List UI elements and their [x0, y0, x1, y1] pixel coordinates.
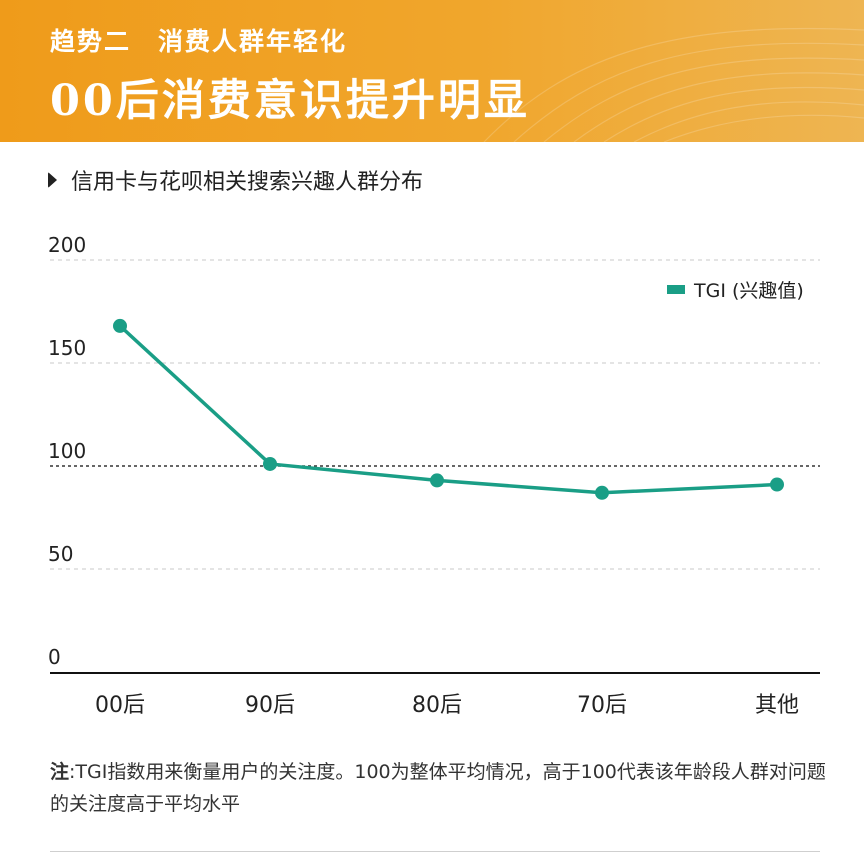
y-tick-label: 50 — [48, 542, 73, 566]
y-tick-label: 200 — [48, 233, 86, 257]
y-tick-label: 100 — [48, 439, 86, 463]
x-tick-label: 00后 — [95, 693, 145, 718]
footnote: 注:TGI指数用来衡量用户的关注度。100为整体平均情况，高于100代表该年龄段… — [50, 756, 830, 820]
banner-subtitle: 趋势二 消费人群年轻化 — [50, 27, 348, 56]
y-axis-ticks: 0 50 100 150 200 — [48, 233, 86, 669]
x-tick-label: 90后 — [245, 693, 295, 718]
y-tick-label: 150 — [48, 336, 86, 360]
chart-grid — [50, 259, 820, 570]
y-tick-label: 0 — [48, 645, 61, 669]
legend: TGI (兴趣值) — [667, 280, 804, 302]
legend-label: TGI (兴趣值) — [693, 280, 804, 302]
bullet-icon — [48, 172, 57, 188]
header-banner: 趋势二 消费人群年轻化 00后消费意识提升明显 — [0, 0, 864, 142]
data-point — [113, 318, 127, 333]
chart-title-text: 信用卡与花呗相关搜索兴趣人群分布 — [71, 170, 424, 195]
data-point — [770, 477, 784, 492]
data-point — [430, 473, 444, 488]
data-point — [595, 485, 609, 500]
footnote-label: 注 — [50, 761, 70, 783]
x-tick-label: 70后 — [577, 693, 627, 718]
data-point — [263, 456, 277, 471]
series-line — [118, 324, 778, 495]
footnote-text: :TGI指数用来衡量用户的关注度。100为整体平均情况，高于100代表该年龄段人… — [50, 761, 826, 815]
banner-title: 00后消费意识提升明显 — [50, 76, 530, 126]
chart-title: 信用卡与花呗相关搜索兴趣人群分布 — [48, 165, 423, 195]
x-tick-label: 其他 — [755, 693, 799, 718]
bottom-divider — [50, 851, 820, 852]
series-group — [113, 318, 784, 500]
legend-swatch — [667, 285, 685, 294]
x-axis-ticks: 00后 90后 80后 70后 其他 — [95, 693, 799, 718]
x-tick-label: 80后 — [412, 693, 462, 718]
decorative-wave-graphic — [483, 27, 864, 142]
